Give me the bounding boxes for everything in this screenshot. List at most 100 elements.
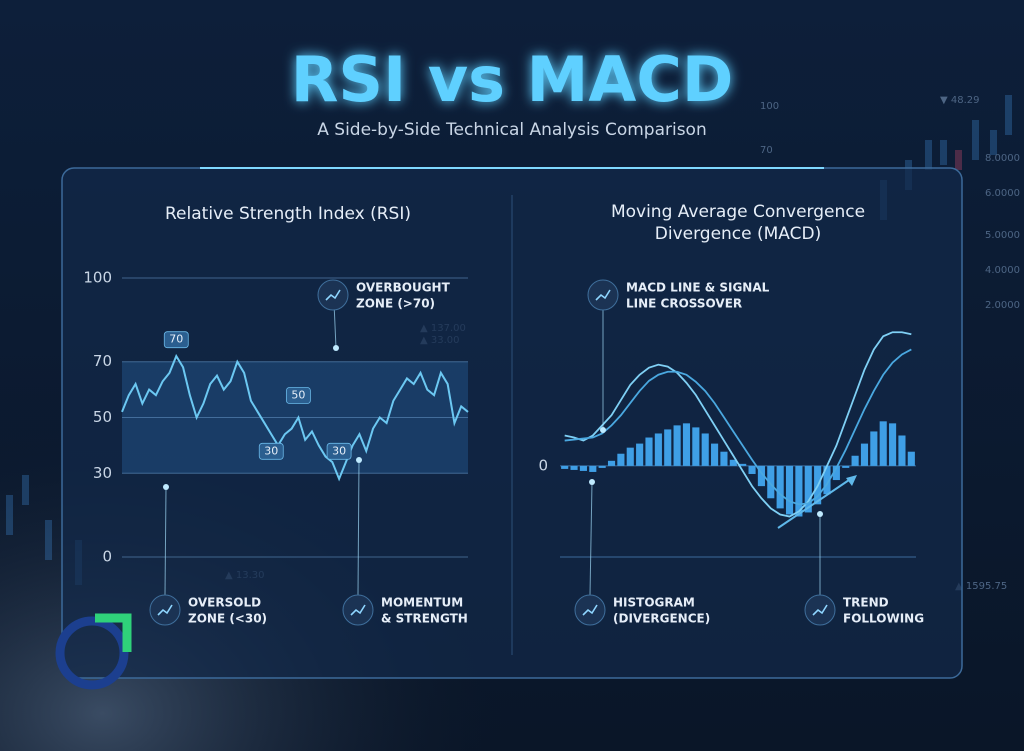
histogram-bar	[889, 423, 897, 466]
annotation-icon	[804, 594, 836, 626]
y-tick-label: 0	[538, 456, 548, 474]
histogram-bar	[739, 463, 747, 466]
background-label: 6.0000	[985, 188, 1020, 199]
histogram-bar	[617, 453, 625, 466]
histogram-bar	[570, 465, 578, 470]
histogram-bar	[823, 465, 831, 495]
annotation-text: ZONE (<30)	[188, 612, 267, 626]
y-tick-label: 100	[83, 269, 112, 287]
histogram-bar	[626, 447, 634, 466]
histogram-bar	[851, 455, 859, 466]
marker-box	[258, 442, 284, 460]
histogram-bar	[870, 431, 878, 466]
annotation-icon-glyph	[595, 289, 611, 301]
marker-box	[163, 331, 189, 349]
histogram-bar	[767, 465, 775, 499]
leader-line	[357, 459, 360, 596]
histogram-bar	[636, 443, 644, 466]
annotation-text: FOLLOWING	[843, 612, 924, 626]
histogram-bar	[804, 465, 812, 513]
histogram-bar	[898, 435, 906, 466]
annotation-text: OVERBOUGHT	[356, 281, 451, 295]
histogram-bar	[860, 443, 869, 466]
histogram-bar	[664, 429, 672, 466]
annotation-text: MACD LINE & SIGNAL	[626, 281, 770, 295]
logo	[55, 613, 132, 690]
marker-box	[326, 442, 352, 460]
histogram-bar	[701, 433, 709, 466]
histogram-bar	[711, 443, 719, 466]
macd-line	[564, 348, 912, 506]
background-label: 5.0000	[985, 230, 1020, 241]
leader-dot	[163, 484, 169, 490]
annotation-icon-glyph	[325, 289, 341, 301]
histogram-bar	[645, 437, 653, 466]
leader-dot	[600, 427, 606, 433]
marker-label: 70	[169, 333, 183, 346]
annotation-text: LINE CROSSOVER	[626, 297, 742, 311]
histogram-bar	[589, 465, 597, 472]
leader-line	[589, 481, 593, 596]
annotation-icon-glyph	[157, 604, 173, 616]
marker-label: 30	[264, 444, 278, 457]
y-tick-label: 0	[102, 548, 112, 566]
annotation-text: & STRENGTH	[381, 612, 468, 626]
annotation-icon	[317, 279, 349, 311]
histogram-bar	[785, 465, 794, 515]
marker-label: 50	[291, 389, 305, 402]
y-tick-label: 70	[93, 352, 112, 370]
rsi-line	[121, 353, 469, 482]
background-label: ▼ 48.29	[940, 95, 980, 106]
leader-line	[164, 486, 167, 596]
macd-line	[564, 331, 912, 518]
histogram-bar	[795, 465, 803, 517]
background-label: 2.0000	[985, 300, 1020, 311]
histogram-bar	[654, 433, 662, 466]
histogram-bar	[598, 465, 606, 468]
histogram-bar	[748, 465, 756, 474]
background-label: ▲ 1595.75	[955, 581, 1007, 592]
histogram-bar	[757, 465, 765, 487]
annotation-text: (DIVERGENCE)	[613, 612, 710, 626]
chart-title: Divergence (MACD)	[655, 224, 821, 244]
histogram-bar	[832, 465, 840, 481]
histogram-bar	[673, 425, 681, 466]
leader-dot	[333, 345, 339, 351]
annotation-text: OVERSOLD	[188, 596, 261, 610]
chart-title: Moving Average Convergence	[611, 202, 865, 222]
histogram-bar	[776, 465, 784, 509]
marker-box	[285, 387, 311, 404]
annotation-icon	[149, 594, 181, 626]
y-tick-label: 50	[93, 408, 112, 426]
background-label: 8.0000	[985, 153, 1020, 164]
histogram-bar	[907, 451, 915, 466]
chart-title: Relative Strength Index (RSI)	[165, 204, 411, 224]
histogram-bar	[561, 465, 569, 469]
histogram-bar	[692, 427, 700, 466]
leader-dot	[356, 457, 362, 463]
background-label: 100	[760, 101, 779, 112]
y-tick-label: 30	[93, 464, 112, 482]
histogram-bar	[729, 459, 737, 466]
histogram-bar	[682, 423, 691, 466]
annotation-icon	[587, 279, 619, 311]
histogram-bar	[607, 460, 616, 466]
annotation-text: TREND	[843, 596, 889, 610]
trend-arrow	[777, 477, 853, 529]
annotation-text: MOMENTUM	[381, 596, 463, 610]
annotation-text: HISTOGRAM	[613, 596, 695, 610]
histogram-bar	[579, 465, 587, 471]
annotation-icon	[574, 594, 606, 626]
annotation-icon-glyph	[582, 604, 598, 616]
page-subtitle: A Side-by-Side Technical Analysis Compar…	[317, 120, 706, 140]
marker-label: 30	[332, 444, 346, 457]
leader-dot	[817, 511, 823, 517]
annotation-icon-glyph	[350, 604, 366, 616]
trend-arrow-head	[846, 475, 857, 486]
page-title: RSI vs MACD	[291, 43, 734, 116]
histogram-bar	[879, 421, 887, 466]
annotation-text: ZONE (>70)	[356, 297, 435, 311]
annotation-icon	[342, 594, 374, 626]
histogram-bar	[720, 451, 728, 466]
